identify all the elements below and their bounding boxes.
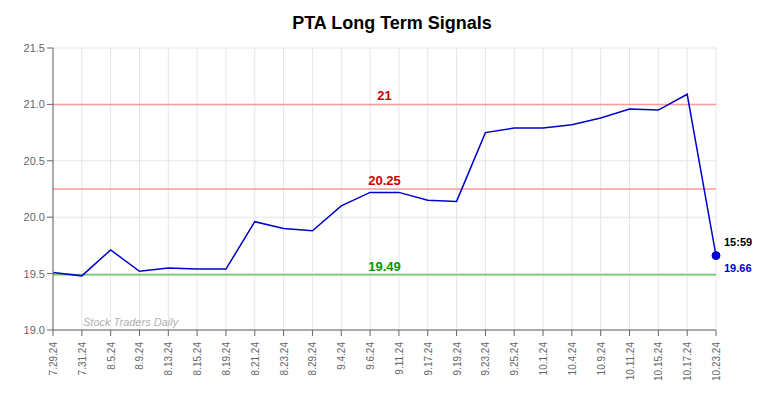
svg-text:20.5: 20.5 (24, 155, 45, 167)
svg-text:15:59: 15:59 (724, 236, 752, 248)
html-text:PTA Long Term Signals: PTA Long Term Signals (292, 13, 492, 33)
svg-text:9.23.24: 9.23.24 (480, 342, 491, 376)
svg-text:9.19.24: 9.19.24 (452, 342, 463, 376)
svg-text:10.15.24: 10.15.24 (653, 342, 664, 381)
svg-text:8.21.24: 8.21.24 (250, 342, 261, 376)
svg-text:9.6.24: 9.6.24 (365, 342, 376, 370)
svg-text:9.4.24: 9.4.24 (336, 342, 347, 370)
svg-text:20.25: 20.25 (368, 173, 401, 188)
svg-text:9.25.24: 9.25.24 (509, 342, 520, 376)
svg-text:10.23.24: 10.23.24 (711, 342, 722, 381)
svg-text:8.19.24: 8.19.24 (221, 342, 232, 376)
svg-text:10.9.24: 10.9.24 (596, 342, 607, 376)
svg-text:8.13.24: 8.13.24 (163, 342, 174, 376)
svg-text:8.5.24: 8.5.24 (106, 342, 117, 370)
svg-text:8.15.24: 8.15.24 (192, 342, 203, 376)
svg-text:9.11.24: 9.11.24 (394, 342, 405, 375)
svg-text:10.11.24: 10.11.24 (625, 342, 636, 381)
svg-text:10.1.24: 10.1.24 (538, 342, 549, 376)
svg-text:19.0: 19.0 (24, 324, 45, 336)
svg-text:Stock Traders Daily: Stock Traders Daily (83, 316, 180, 328)
svg-text:20.0: 20.0 (24, 211, 45, 223)
svg-text:19.49: 19.49 (368, 259, 401, 274)
svg-text:19.66: 19.66 (724, 262, 752, 274)
svg-text:8.29.24: 8.29.24 (307, 342, 318, 376)
svg-text:19.5: 19.5 (24, 268, 45, 280)
svg-text:10.17.24: 10.17.24 (682, 342, 693, 381)
svg-text:21.5: 21.5 (24, 42, 45, 54)
svg-text:7.29.24: 7.29.24 (48, 342, 59, 376)
svg-text:9.17.24: 9.17.24 (423, 342, 434, 376)
svg-text:8.9.24: 8.9.24 (134, 342, 145, 370)
svg-text:7.31.24: 7.31.24 (77, 342, 88, 376)
svg-text:8.23.24: 8.23.24 (279, 342, 290, 376)
svg-text:21.0: 21.0 (24, 98, 45, 110)
svg-text:10.4.24: 10.4.24 (567, 342, 578, 376)
svg-text:21: 21 (377, 88, 391, 103)
